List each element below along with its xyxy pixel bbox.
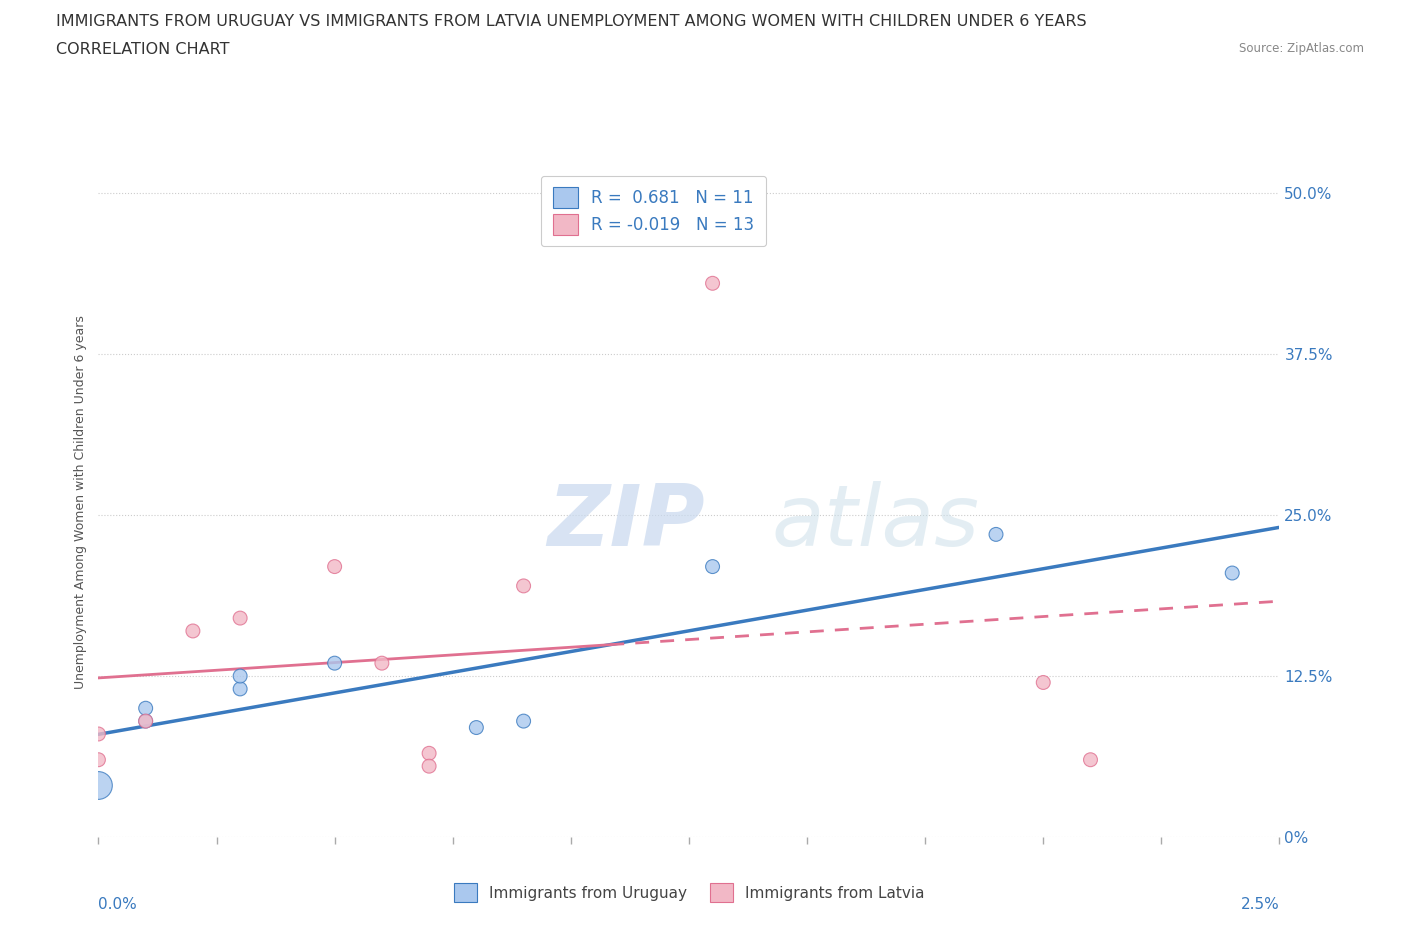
Point xyxy=(371,656,394,671)
Y-axis label: Unemployment Among Women with Children Under 6 years: Unemployment Among Women with Children U… xyxy=(73,315,87,689)
Text: atlas: atlas xyxy=(772,481,980,564)
Text: ZIP: ZIP xyxy=(547,481,704,564)
Point xyxy=(1220,565,1243,580)
Text: IMMIGRANTS FROM URUGUAY VS IMMIGRANTS FROM LATVIA UNEMPLOYMENT AMONG WOMEN WITH : IMMIGRANTS FROM URUGUAY VS IMMIGRANTS FR… xyxy=(56,14,1087,29)
Point xyxy=(702,559,724,574)
Point xyxy=(323,559,346,574)
Point xyxy=(135,713,157,728)
Point xyxy=(135,701,157,716)
Point xyxy=(229,611,252,626)
Point xyxy=(229,669,252,684)
Point xyxy=(135,713,157,728)
Point xyxy=(87,752,110,767)
Point xyxy=(229,682,252,697)
Point xyxy=(418,759,440,774)
Text: Source: ZipAtlas.com: Source: ZipAtlas.com xyxy=(1239,42,1364,55)
Point xyxy=(702,276,724,291)
Text: 0.0%: 0.0% xyxy=(98,897,138,912)
Text: CORRELATION CHART: CORRELATION CHART xyxy=(56,42,229,57)
Point xyxy=(984,527,1007,542)
Point xyxy=(512,578,534,593)
Point xyxy=(181,623,204,638)
Text: 2.5%: 2.5% xyxy=(1240,897,1279,912)
Point xyxy=(465,720,488,735)
Point xyxy=(512,713,534,728)
Point xyxy=(87,726,110,741)
Legend: Immigrants from Uruguay, Immigrants from Latvia: Immigrants from Uruguay, Immigrants from… xyxy=(446,876,932,910)
Point xyxy=(87,778,110,793)
Point xyxy=(1032,675,1054,690)
Point xyxy=(323,656,346,671)
Point xyxy=(1080,752,1102,767)
Point xyxy=(418,746,440,761)
